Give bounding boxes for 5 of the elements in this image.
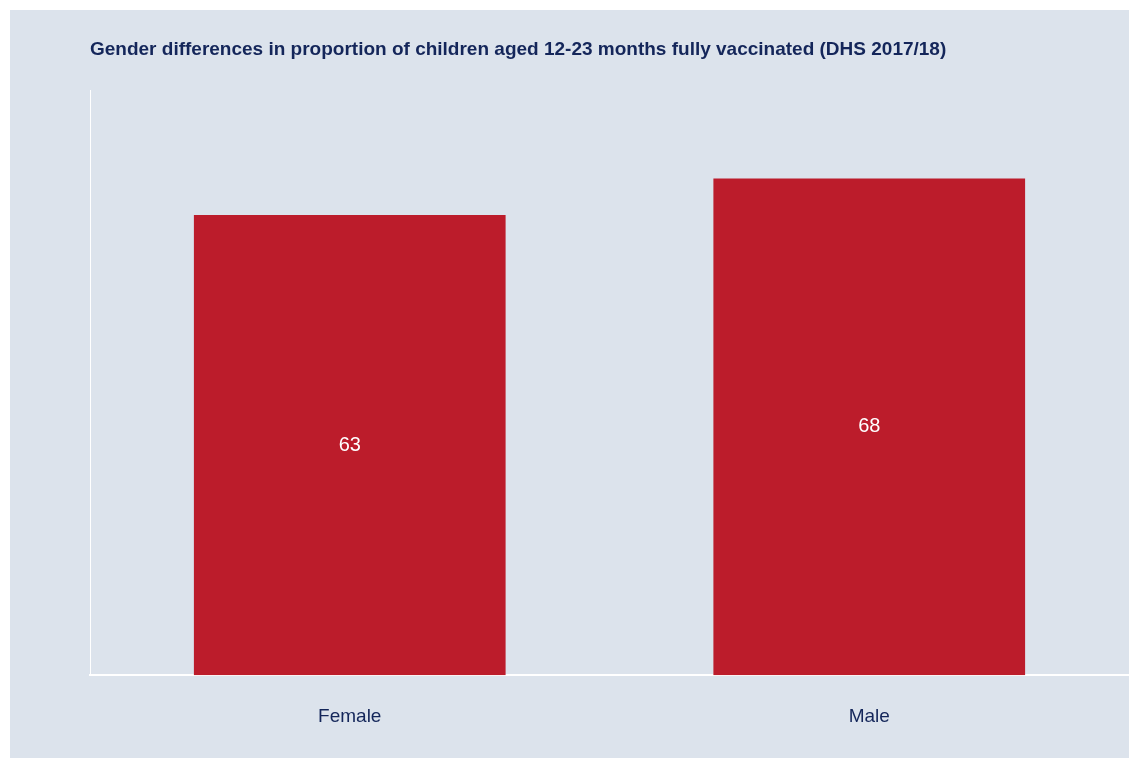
data-label: 68 — [858, 414, 881, 437]
data-label: 63 — [338, 432, 361, 455]
x-tick-label: Female — [318, 704, 382, 726]
chart-title: Gender differences in proportion of children aged 12-23 months fully vaccinated (DHS 2017/18) — [90, 37, 947, 59]
x-tick-label: Male — [848, 704, 890, 726]
